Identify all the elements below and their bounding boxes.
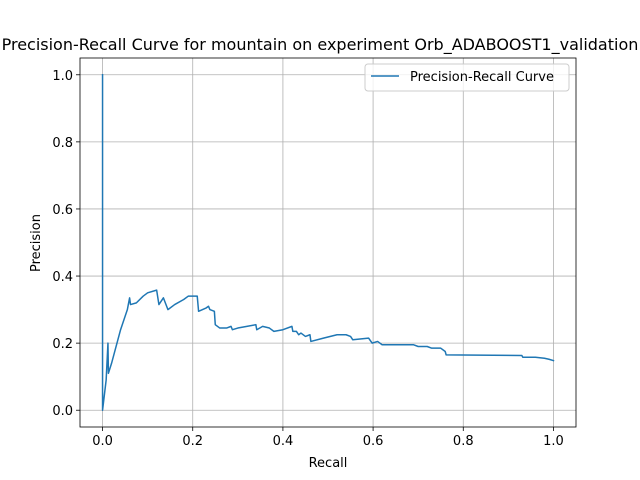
series-layer bbox=[101, 74, 555, 411]
chart-title: Precision-Recall Curve for mountain on e… bbox=[2, 35, 639, 55]
x-axis-label: Recall bbox=[309, 456, 348, 471]
series-line-0 bbox=[101, 74, 555, 411]
x-tick-label-1: 0.2 bbox=[182, 434, 203, 449]
x-tick-label-3: 0.6 bbox=[363, 434, 384, 449]
legend: Precision-Recall Curve bbox=[364, 63, 570, 92]
x-tick-label-4: 0.8 bbox=[453, 434, 474, 449]
y-tick-label-1: 0.2 bbox=[52, 337, 73, 352]
plot-frame bbox=[79, 57, 577, 428]
y-tick-label-2: 0.4 bbox=[52, 270, 73, 285]
x-tick-label-5: 1.0 bbox=[543, 434, 564, 449]
y-axis-label: Precision bbox=[29, 214, 44, 272]
x-tick-label-0: 0.0 bbox=[92, 434, 113, 449]
legend-label: Precision-Recall Curve bbox=[410, 70, 554, 85]
x-tick-label-2: 0.4 bbox=[273, 434, 294, 449]
legend-box bbox=[364, 63, 570, 92]
grid bbox=[80, 58, 576, 427]
axis-ticks: 0.0 0.2 0.4 0.6 0.8 1.0 0.0 0.2 0.4 0.6 0.8 1.0 bbox=[52, 69, 563, 449]
y-tick-label-0: 0.0 bbox=[52, 404, 73, 419]
y-tick-label-5: 1.0 bbox=[52, 69, 73, 84]
y-tick-label-3: 0.6 bbox=[52, 203, 73, 218]
y-tick-label-4: 0.8 bbox=[52, 136, 73, 151]
